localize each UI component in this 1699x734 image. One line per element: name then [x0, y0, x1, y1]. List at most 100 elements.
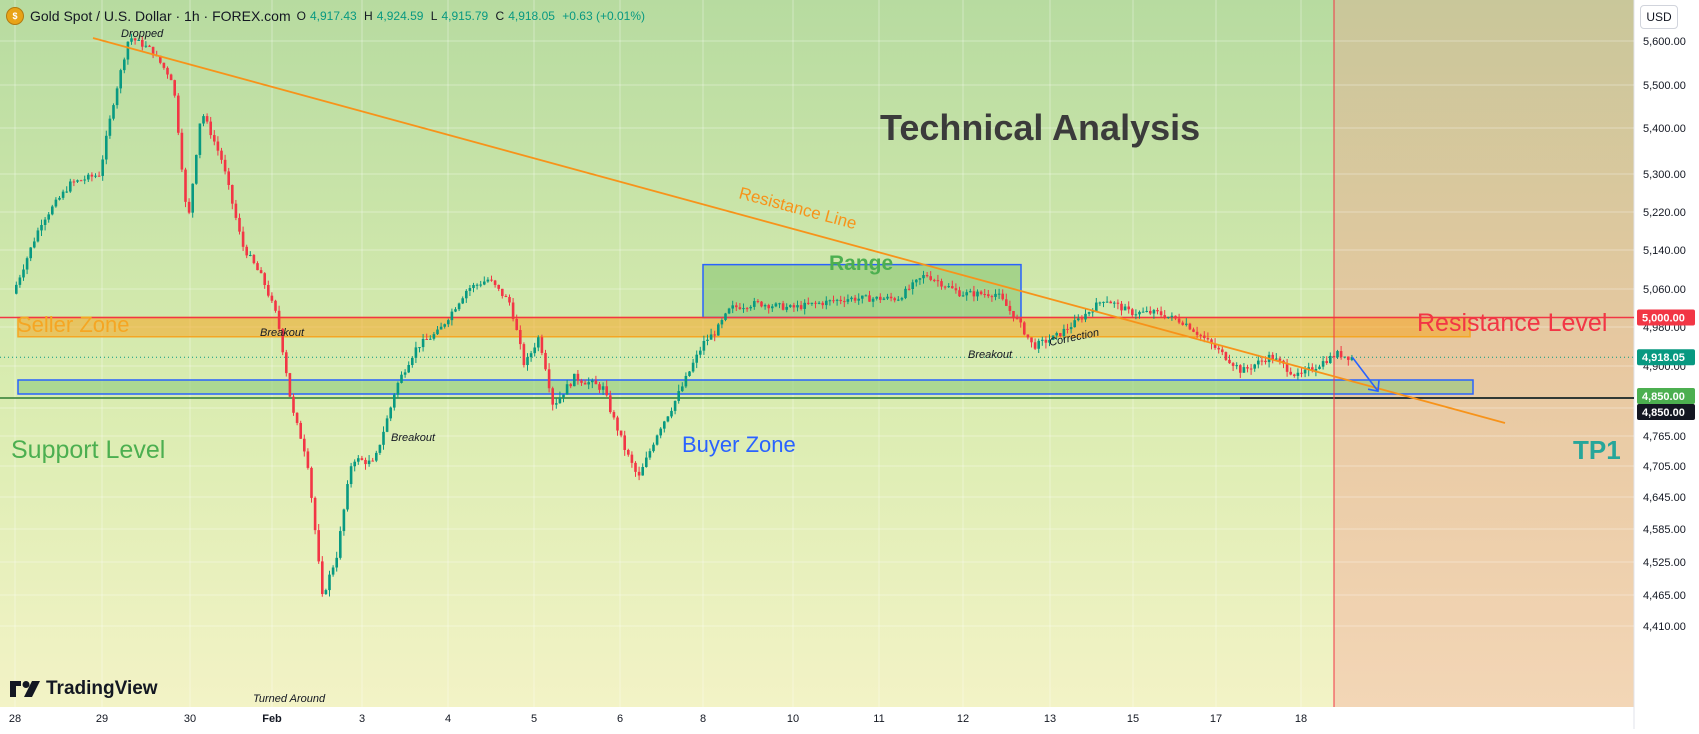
candle[interactable] [465, 289, 468, 303]
candle[interactable] [893, 296, 896, 303]
candle[interactable] [843, 296, 846, 308]
candle[interactable] [436, 326, 439, 335]
candle[interactable] [108, 115, 112, 139]
candle[interactable] [839, 295, 842, 305]
candle[interactable] [83, 175, 86, 185]
candle[interactable] [119, 68, 122, 94]
candle[interactable] [1231, 361, 1235, 371]
candle[interactable] [1159, 306, 1163, 319]
candle[interactable] [630, 451, 634, 468]
candle[interactable] [1109, 300, 1112, 304]
candle[interactable] [540, 334, 544, 356]
candle[interactable] [1170, 312, 1174, 321]
candle[interactable] [94, 173, 97, 179]
candle[interactable] [375, 450, 378, 463]
candle[interactable] [925, 272, 929, 278]
candle[interactable] [371, 457, 374, 462]
candle[interactable] [1185, 318, 1188, 327]
candle[interactable] [875, 296, 878, 301]
candle[interactable] [461, 296, 464, 305]
candle[interactable] [439, 322, 443, 330]
candle[interactable] [223, 154, 227, 175]
candle[interactable] [659, 427, 662, 439]
candle[interactable] [274, 299, 277, 313]
candle[interactable] [342, 508, 346, 536]
candle[interactable] [699, 346, 702, 359]
candle[interactable] [1314, 364, 1318, 377]
candle[interactable] [508, 294, 511, 306]
candle[interactable] [627, 448, 630, 457]
candle[interactable] [612, 410, 616, 420]
candle[interactable] [652, 442, 655, 453]
candle[interactable] [191, 183, 194, 218]
candle[interactable] [825, 296, 828, 310]
candle[interactable] [738, 302, 742, 310]
candle[interactable] [58, 195, 61, 201]
candle[interactable] [511, 298, 515, 322]
candle[interactable] [407, 361, 410, 374]
candle[interactable] [353, 459, 356, 472]
candle[interactable] [79, 179, 83, 182]
candle[interactable] [706, 334, 709, 346]
candle[interactable] [1271, 352, 1274, 364]
support-price-tag[interactable]: 4,850.00 [1637, 388, 1695, 404]
candle[interactable] [1285, 358, 1289, 377]
candle[interactable] [396, 381, 400, 399]
candle[interactable] [177, 93, 180, 136]
candle[interactable] [501, 288, 504, 299]
candle[interactable] [882, 296, 886, 301]
candle[interactable] [429, 335, 432, 340]
candle[interactable] [1156, 307, 1159, 315]
projection-arrow[interactable] [1351, 356, 1379, 392]
symbol-title[interactable]: Gold Spot / U.S. Dollar · 1h · FOREX.com [30, 8, 291, 24]
candle[interactable] [987, 289, 990, 299]
candle[interactable] [493, 279, 497, 288]
candle[interactable] [130, 33, 133, 45]
candle[interactable] [551, 386, 554, 411]
candle[interactable] [141, 36, 144, 51]
candle[interactable] [169, 73, 173, 81]
candle[interactable] [443, 323, 446, 329]
candle[interactable] [1289, 367, 1292, 376]
candle[interactable] [587, 377, 590, 390]
candle[interactable] [378, 444, 382, 455]
candle[interactable] [1116, 299, 1120, 310]
candle[interactable] [54, 197, 58, 208]
candle[interactable] [72, 179, 76, 187]
candle[interactable] [1005, 293, 1008, 307]
candle[interactable] [637, 466, 641, 481]
candle[interactable] [1095, 297, 1098, 312]
candle[interactable] [727, 307, 731, 315]
candle[interactable] [205, 113, 209, 124]
candle[interactable] [295, 412, 299, 426]
candle[interactable] [796, 300, 799, 312]
candle[interactable] [389, 406, 392, 422]
candle[interactable] [411, 356, 414, 368]
candle[interactable] [879, 293, 882, 304]
candle[interactable] [65, 186, 68, 194]
candle[interactable] [979, 290, 983, 296]
candle[interactable] [670, 407, 673, 419]
candle[interactable] [331, 565, 335, 577]
candle[interactable] [717, 322, 720, 336]
candle[interactable] [857, 293, 860, 305]
candle[interactable] [97, 171, 101, 177]
candle[interactable] [681, 382, 684, 393]
candle[interactable] [1152, 308, 1156, 319]
candle[interactable] [785, 303, 788, 313]
candle[interactable] [1332, 352, 1336, 360]
candle[interactable] [1260, 356, 1264, 366]
candle[interactable] [1149, 306, 1152, 316]
candle[interactable] [1134, 309, 1138, 320]
candle[interactable] [40, 219, 43, 236]
candle[interactable] [166, 66, 169, 79]
candle[interactable] [454, 307, 457, 313]
candle[interactable] [907, 284, 911, 291]
candle[interactable] [673, 400, 677, 415]
candle[interactable] [324, 588, 328, 595]
candle[interactable] [537, 335, 540, 352]
current-price-tag[interactable]: 4,918.05 [1637, 349, 1695, 366]
candle[interactable] [256, 261, 259, 271]
candle[interactable] [472, 282, 475, 293]
candle[interactable] [267, 280, 270, 298]
